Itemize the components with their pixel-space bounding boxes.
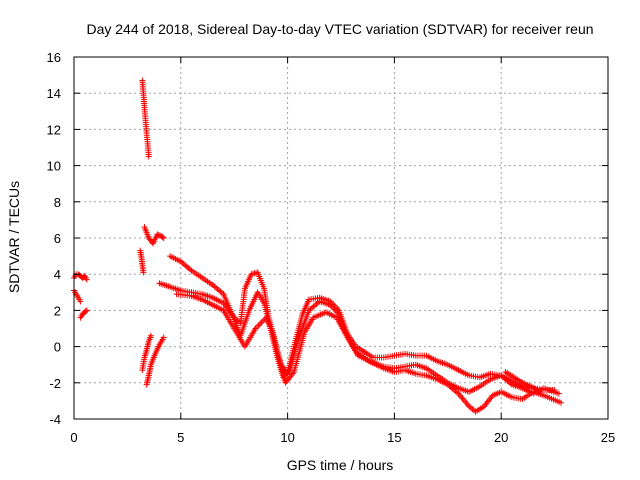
data-point bbox=[463, 400, 470, 407]
data-point bbox=[536, 388, 543, 395]
data-point bbox=[159, 234, 166, 241]
y-axis-title: SDTVAR / TECUs bbox=[6, 181, 22, 293]
series-arc-4 bbox=[139, 77, 152, 160]
data-point bbox=[82, 308, 89, 315]
data-point bbox=[459, 395, 466, 402]
data-points bbox=[71, 77, 565, 415]
series-arc-6 bbox=[141, 224, 167, 247]
y-tick-labels: -4 -2 0 2 4 6 8 10 12 14 16 bbox=[47, 50, 61, 427]
data-point bbox=[147, 332, 154, 339]
data-point bbox=[140, 269, 147, 276]
y-tick-label: 12 bbox=[47, 122, 61, 137]
y-tick-label: 0 bbox=[54, 340, 61, 355]
x-axis-title: GPS time / hours bbox=[287, 457, 394, 473]
data-point bbox=[155, 231, 162, 238]
series-arc-5 bbox=[137, 247, 147, 276]
data-point bbox=[77, 298, 84, 305]
y-tick-label: 4 bbox=[54, 267, 61, 282]
y-tick-label: -2 bbox=[49, 376, 61, 391]
axis-ticks bbox=[73, 56, 609, 420]
x-tick-label: 25 bbox=[601, 430, 615, 445]
series-arc-1 bbox=[71, 287, 84, 305]
series-arc-late-1 bbox=[502, 368, 543, 395]
data-point bbox=[462, 398, 469, 405]
data-point bbox=[83, 307, 90, 314]
data-point bbox=[464, 401, 471, 408]
series-arc-7 bbox=[139, 332, 154, 374]
data-point bbox=[458, 393, 465, 400]
x-tick-label: 20 bbox=[494, 430, 508, 445]
y-tick-label: 8 bbox=[54, 195, 61, 210]
data-point bbox=[258, 319, 265, 326]
data-point bbox=[456, 392, 463, 399]
data-point bbox=[555, 390, 562, 397]
y-tick-label: 6 bbox=[54, 231, 61, 246]
series-arc-8 bbox=[143, 334, 167, 388]
series-main-lower bbox=[173, 291, 565, 415]
data-point bbox=[558, 399, 565, 406]
data-point bbox=[160, 235, 167, 241]
data-point bbox=[83, 276, 90, 283]
series-arc-3 bbox=[77, 307, 90, 321]
y-tick-label: 14 bbox=[47, 86, 61, 101]
y-tick-label: 16 bbox=[47, 50, 61, 65]
data-point bbox=[460, 396, 467, 403]
y-tick-label: -4 bbox=[49, 412, 61, 427]
data-point bbox=[285, 368, 292, 375]
y-tick-label: 10 bbox=[47, 159, 61, 174]
x-tick-label: 5 bbox=[177, 430, 184, 445]
y-tick-label: 2 bbox=[54, 303, 61, 318]
data-point bbox=[154, 231, 161, 238]
chart-title: Day 244 of 2018, Sidereal Day-to-day VTE… bbox=[86, 21, 593, 37]
data-point bbox=[255, 322, 262, 329]
x-tick-label: 10 bbox=[280, 430, 294, 445]
data-point bbox=[160, 334, 167, 341]
data-point bbox=[145, 153, 152, 160]
x-tick-label: 0 bbox=[70, 430, 77, 445]
x-tick-labels: 0 5 10 15 20 25 bbox=[70, 430, 615, 445]
data-point bbox=[260, 317, 267, 324]
series-main-upper bbox=[156, 269, 558, 394]
x-tick-label: 15 bbox=[387, 430, 401, 445]
data-point bbox=[257, 320, 264, 327]
